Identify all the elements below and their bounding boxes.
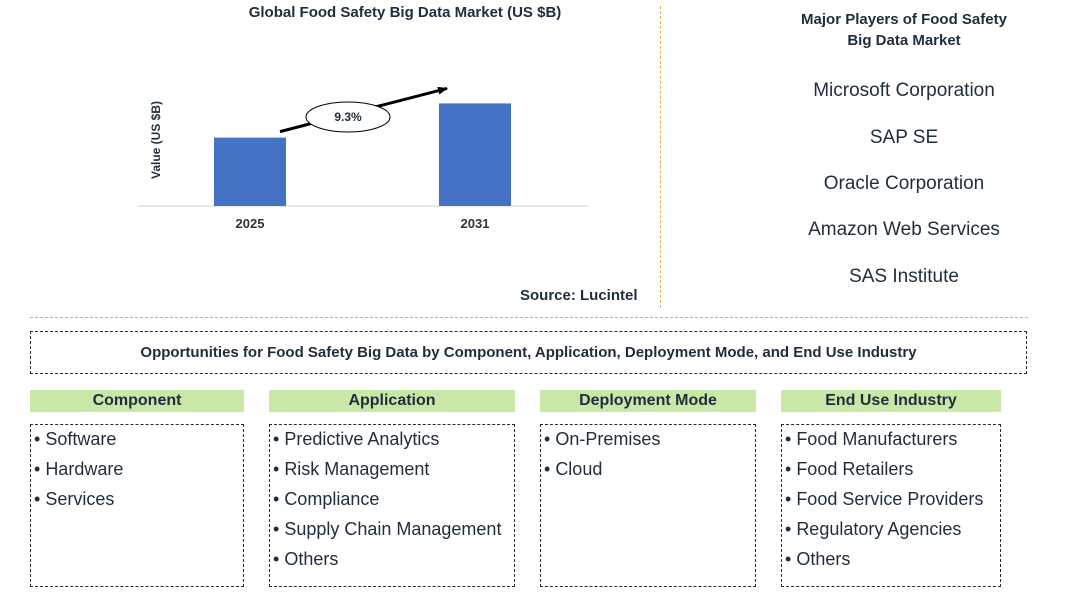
bar	[214, 137, 286, 206]
segment-item: • Hardware	[34, 459, 124, 479]
bar	[439, 103, 511, 206]
player-item: Amazon Web Services	[808, 219, 1000, 240]
segment-list-deployment: • On-Premises • Cloud	[540, 424, 756, 587]
players-title-line-2: Big Data Market	[847, 32, 961, 49]
segment-header-deployment: Deployment Mode	[540, 390, 756, 412]
segment-item: • Others	[273, 549, 339, 569]
segment-list-component: • Software • Hardware • Services	[30, 424, 244, 587]
horizontal-divider	[30, 317, 1028, 318]
player-item: Microsoft Corporation	[813, 80, 995, 101]
segment-header-end-use: End Use Industry	[781, 390, 1001, 412]
opportunities-title: Opportunities for Food Safety Big Data b…	[30, 331, 1027, 374]
x-tick-label: 2031	[461, 216, 490, 231]
segment-item: • Supply Chain Management	[273, 519, 502, 539]
players-title: Major Players of Food Safety Big Data Ma…	[780, 9, 1028, 51]
segment-item: • On-Premises	[544, 429, 661, 449]
vertical-divider	[660, 6, 661, 308]
chart-title: Global Food Safety Big Data Market (US $…	[248, 4, 562, 21]
segment-item: • Risk Management	[273, 459, 430, 479]
segment-item: • Regulatory Agencies	[785, 519, 962, 539]
segment-item: • Cloud	[544, 459, 603, 479]
segment-item: • Others	[785, 549, 851, 569]
segment-item: • Food Manufacturers	[785, 429, 958, 449]
player-item: Oracle Corporation	[823, 173, 985, 194]
segment-item: • Compliance	[273, 489, 380, 509]
segment-header-component: Component	[30, 390, 244, 412]
segment-header-application: Application	[269, 390, 515, 412]
segment-list-application: • Predictive Analytics • Risk Management…	[269, 424, 515, 587]
player-item: SAS Institute	[849, 266, 959, 287]
segment-item: • Software	[34, 429, 117, 449]
source-label: Source: Lucintel	[520, 287, 638, 304]
segment-item: • Services	[34, 489, 115, 509]
cagr-ellipse	[305, 101, 391, 133]
segment-item: • Predictive Analytics	[273, 429, 440, 449]
segment-item: • Food Retailers	[785, 459, 914, 479]
segment-item: • Food Service Providers	[785, 489, 984, 509]
segment-list-end-use: • Food Manufacturers • Food Retailers • …	[781, 424, 1001, 587]
cagr-label: 9.3%	[334, 110, 362, 124]
y-axis-label: Value (US $B)	[149, 101, 163, 179]
players-title-line-1: Major Players of Food Safety	[801, 11, 1007, 28]
x-tick-label: 2025	[236, 216, 265, 231]
market-bar-chart: Value (US $B) 2025 2031 9.3%	[138, 86, 588, 231]
player-item: SAP SE	[869, 127, 939, 148]
